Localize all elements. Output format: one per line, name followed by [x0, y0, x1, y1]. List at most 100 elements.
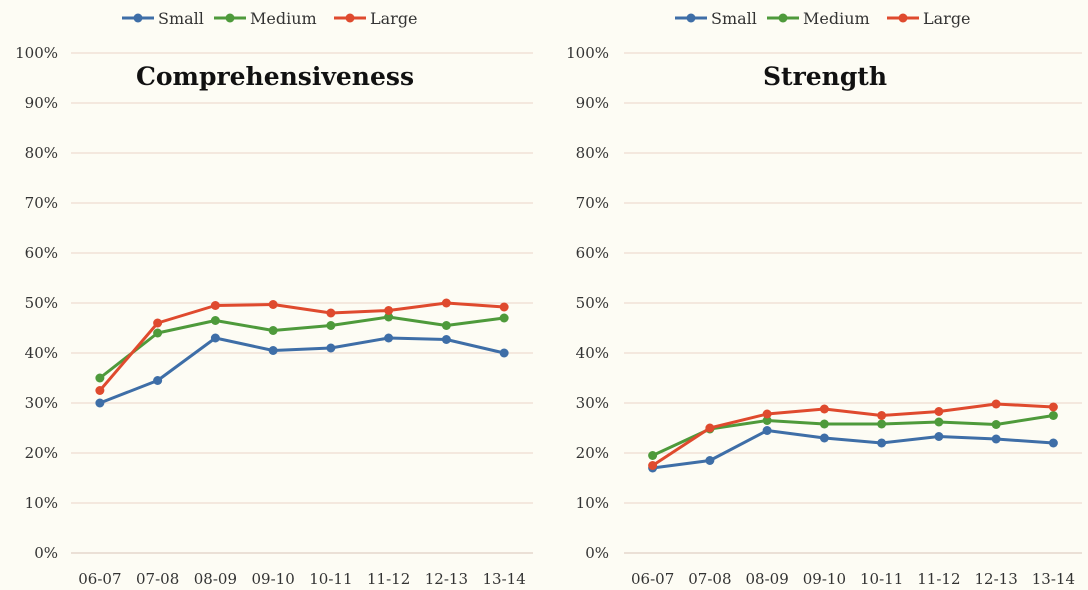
y-tick-label: 0%: [585, 544, 609, 562]
data-point: [326, 321, 336, 330]
y-tick-label: 80%: [576, 144, 609, 162]
data-point: [877, 411, 887, 420]
y-tick-label: 70%: [576, 194, 609, 212]
x-tick-label: 11-12: [367, 570, 410, 588]
series-medium: [95, 312, 509, 383]
x-tick-label: 08-09: [194, 570, 237, 588]
legend-item: Large: [334, 9, 418, 28]
y-tick-label: 0%: [34, 544, 58, 562]
x-tick-label: 09-10: [803, 570, 846, 588]
y-tick-label: 90%: [25, 94, 58, 112]
data-point: [95, 373, 105, 383]
legend-swatch-marker: [133, 13, 143, 23]
legend: Small Medium Large: [122, 9, 418, 28]
x-tick-label: 08-09: [746, 570, 789, 588]
data-point: [648, 451, 658, 460]
data-point: [153, 376, 163, 385]
legend-item: Small: [122, 9, 204, 28]
data-point: [326, 343, 336, 353]
data-point: [819, 433, 829, 443]
data-point: [268, 346, 278, 355]
y-tick-label: 100%: [566, 44, 609, 62]
y-tick-label: 70%: [25, 194, 58, 212]
legend-swatch-marker: [225, 13, 235, 23]
series-small: [648, 426, 1058, 473]
legend-swatch-marker: [686, 13, 696, 23]
data-point: [441, 321, 451, 330]
data-point: [991, 434, 1001, 444]
y-tick-label: 40%: [576, 344, 609, 362]
data-point: [934, 407, 944, 416]
legend-label: Small: [158, 9, 204, 28]
x-tick-label: 07-08: [136, 570, 179, 588]
y-tick-label: 60%: [25, 244, 58, 262]
data-point: [762, 416, 772, 425]
y-tick-label: 10%: [25, 494, 58, 512]
series-line: [651, 414, 1054, 457]
comprehensiveness-chart: 0% 10% 20% 30% 40% 50% 60% 70% 80% 90% 100% 06-07 07…: [15, 9, 533, 588]
legend-item: Large: [887, 9, 971, 28]
data-point: [268, 300, 278, 309]
data-point: [499, 302, 509, 312]
data-point: [762, 426, 772, 435]
data-point: [441, 298, 451, 308]
data-point: [705, 456, 715, 465]
data-point: [877, 438, 887, 448]
data-point: [762, 409, 772, 419]
data-point: [648, 461, 658, 470]
legend: Small Medium Large: [675, 9, 971, 28]
x-tick-label: 13-14: [483, 570, 526, 588]
series-large: [648, 399, 1058, 470]
data-point: [934, 432, 944, 441]
data-point: [991, 399, 1001, 409]
legend-item: Medium: [767, 9, 870, 28]
x-tick-label: 06-07: [631, 570, 674, 588]
x-tick-label: 07-08: [688, 570, 731, 588]
data-point: [441, 335, 451, 344]
data-point: [705, 423, 715, 433]
series-large: [95, 298, 509, 395]
x-tick-label: 12-13: [975, 570, 1018, 588]
series-line: [98, 301, 505, 392]
data-point: [153, 318, 163, 328]
data-point: [1048, 411, 1058, 420]
y-tick-label: 20%: [576, 444, 609, 462]
y-tick-label: 50%: [576, 294, 609, 312]
y-tick-label: 30%: [576, 394, 609, 412]
y-tick-label: 30%: [25, 394, 58, 412]
x-tick-label: 10-11: [309, 570, 352, 588]
data-point: [1048, 438, 1058, 448]
series-line: [651, 402, 1054, 467]
data-point: [384, 333, 394, 343]
data-point: [934, 417, 944, 427]
y-tick-label: 10%: [576, 494, 609, 512]
data-point: [819, 404, 829, 414]
y-tick-label: 50%: [25, 294, 58, 312]
x-tick-label: 06-07: [78, 570, 121, 588]
y-tick-label: 60%: [576, 244, 609, 262]
data-point: [210, 301, 220, 310]
legend-item: Small: [675, 9, 757, 28]
legend-label: Large: [923, 9, 971, 28]
y-tick-label: 20%: [25, 444, 58, 462]
y-tick-label: 40%: [25, 344, 58, 362]
strength-chart: 0% 10% 20% 30% 40% 50% 60% 70% 80% 90% 100% 06-07 07…: [566, 9, 1082, 588]
legend-swatch-marker: [898, 13, 908, 23]
series-line: [99, 336, 505, 405]
x-tick-label: 09-10: [252, 570, 295, 588]
data-point: [384, 306, 394, 315]
series-line: [98, 315, 505, 380]
series-line: [652, 429, 1054, 470]
x-tick-label: 10-11: [860, 570, 903, 588]
data-point: [877, 419, 887, 429]
chart-title: Comprehensiveness: [136, 62, 414, 91]
chart-title: Strength: [763, 62, 887, 91]
data-point: [268, 326, 278, 335]
y-tick-label: 80%: [25, 144, 58, 162]
data-point: [499, 348, 509, 358]
x-tick-label: 11-12: [917, 570, 960, 588]
data-point: [95, 398, 105, 408]
x-tick-label: 13-14: [1032, 570, 1075, 588]
data-point: [384, 312, 394, 322]
